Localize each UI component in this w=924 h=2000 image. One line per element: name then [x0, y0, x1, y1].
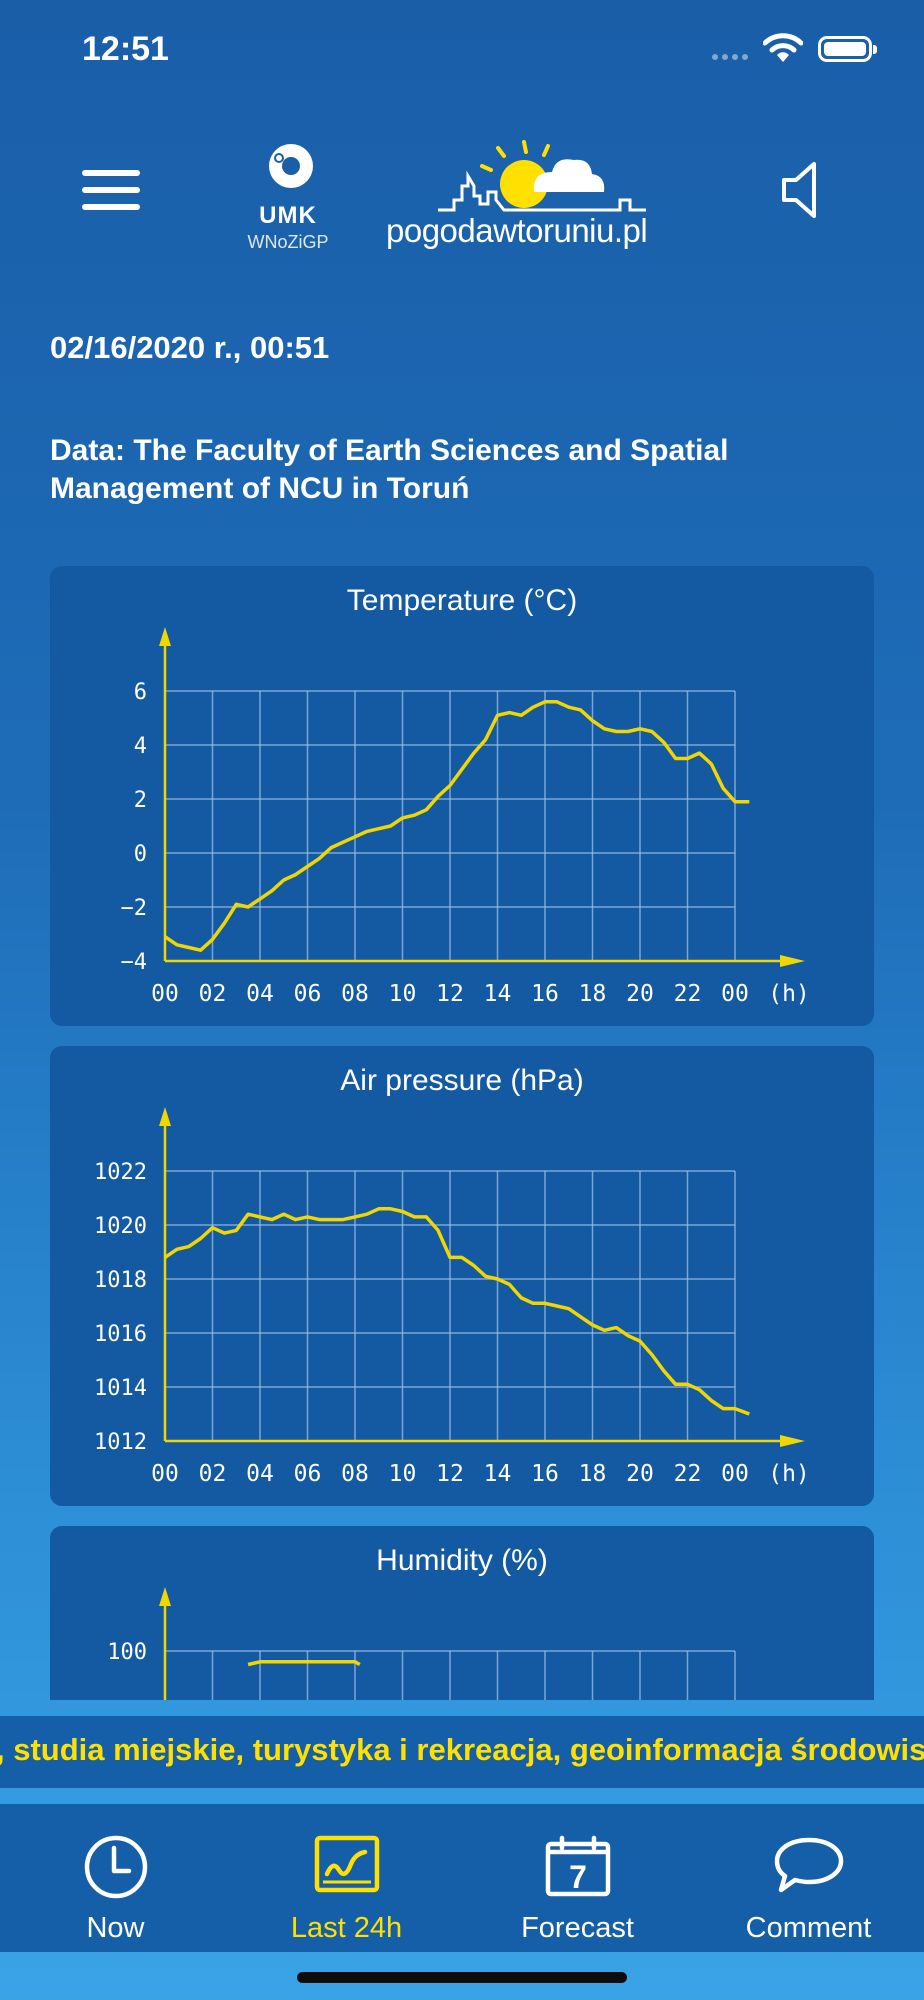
- menu-button[interactable]: [82, 170, 140, 214]
- skyline-sun-icon: [438, 140, 646, 212]
- y-axis-arrow: [159, 627, 171, 646]
- umk-logo: UMK WNoZiGP: [238, 138, 338, 253]
- speaker-icon[interactable]: [780, 160, 824, 220]
- tab-now[interactable]: Now: [0, 1804, 231, 1952]
- wifi-icon: [763, 33, 803, 62]
- x-tick-label: 02: [199, 981, 227, 1007]
- tab-forecast[interactable]: 7 Forecast: [462, 1804, 693, 1952]
- x-tick-label: 22: [674, 1461, 702, 1487]
- tab-bar: Now Last 24h 7 Forecast Comment: [0, 1804, 924, 1952]
- x-tick-label: 08: [341, 981, 369, 1007]
- x-tick-label: 14: [484, 981, 512, 1007]
- clock-icon: [84, 1835, 147, 1899]
- chart-title: Humidity (%): [376, 1544, 548, 1577]
- tab-last-24h[interactable]: Last 24h: [231, 1804, 462, 1952]
- y-tick-label: 1018: [94, 1268, 147, 1293]
- y-axis-arrow: [159, 1587, 171, 1606]
- y-tick-label: 1020: [94, 1214, 147, 1239]
- source-text: Data: The Faculty of Earth Sciences and …: [50, 434, 729, 505]
- x-tick-label: 10: [389, 1461, 417, 1487]
- news-ticker: , studia miejskie, turystyka i rekreacja…: [0, 1716, 924, 1788]
- umk-emblem-icon: [257, 138, 319, 200]
- tab-comment[interactable]: Comment: [693, 1804, 924, 1952]
- x-tick-label: 16: [531, 1461, 559, 1487]
- y-tick-label: 1014: [94, 1376, 147, 1401]
- x-tick-label: 18: [579, 1461, 607, 1487]
- tab-label: Forecast: [521, 1912, 634, 1944]
- chart-title: Air pressure (hPa): [340, 1064, 584, 1097]
- status-bar: 12:51: [0, 0, 924, 100]
- calendar-day-number: 7: [569, 1859, 587, 1895]
- x-axis-arrow: [780, 955, 805, 967]
- x-tick-label: 12: [436, 1461, 464, 1487]
- y-tick-label: 1022: [94, 1160, 147, 1185]
- chart-grid: [165, 690, 736, 961]
- x-tick-label: 06: [294, 1461, 322, 1487]
- umk-name: UMK: [259, 202, 317, 229]
- x-tick-label: 04: [246, 981, 274, 1007]
- temperature-chart-card: Temperature (°C) −4 −2 0 2 4 6 00 02 04 06 08 10 12 1…: [50, 566, 874, 1026]
- tab-label: Now: [86, 1912, 145, 1944]
- calendar-icon: 7: [545, 1835, 610, 1897]
- chart-grid: [165, 1650, 736, 1700]
- x-tick-label: 04: [246, 1461, 274, 1487]
- chart-icon: [314, 1835, 379, 1893]
- y-tick-label: 0: [134, 842, 147, 867]
- x-unit-label: (h): [768, 981, 810, 1007]
- y-tick-label: −4: [121, 950, 148, 975]
- x-tick-label: 14: [484, 1461, 512, 1487]
- battery-icon: [818, 36, 877, 62]
- x-tick-label: 20: [626, 1461, 654, 1487]
- air-pressure-chart-card: Air pressure (hPa) 1012 1014 1016 1018 1020 1…: [50, 1046, 874, 1506]
- y-tick-label: 2: [134, 788, 147, 813]
- x-tick-label: 12: [436, 981, 464, 1007]
- humidity-chart: 100: [107, 1587, 736, 1700]
- series-line: [247, 1660, 361, 1667]
- x-tick-label: 06: [294, 981, 322, 1007]
- date-text: 02/16/2020 r., 00:51: [50, 330, 330, 365]
- x-unit-label: (h): [768, 1461, 810, 1487]
- home-indicator[interactable]: [297, 1972, 627, 1983]
- x-tick-label: 16: [531, 981, 559, 1007]
- tab-label: Comment: [745, 1912, 872, 1944]
- x-tick-label: 10: [389, 981, 417, 1007]
- x-tick-label: 00: [721, 1461, 749, 1487]
- y-tick-label: −2: [121, 896, 148, 921]
- chart-title: Temperature (°C): [346, 584, 578, 617]
- x-tick-label: 18: [579, 981, 607, 1007]
- x-tick-label: 00: [721, 981, 749, 1007]
- y-tick-label: 1016: [94, 1322, 147, 1347]
- x-tick-label: 00: [151, 981, 179, 1007]
- humidity-chart-card: Humidity (%) 100: [50, 1526, 874, 1700]
- umk-subtitle: WNoZiGP: [247, 232, 329, 252]
- y-axis-arrow: [159, 1107, 171, 1126]
- series-line: [164, 1207, 750, 1416]
- ticker-text: , studia miejskie, turystyka i rekreacja…: [0, 1732, 924, 1767]
- x-axis-arrow: [780, 1435, 805, 1447]
- y-tick-label: 100: [107, 1640, 147, 1665]
- y-tick-label: 1012: [94, 1430, 147, 1455]
- speech-bubble-icon: [774, 1837, 843, 1893]
- y-tick-label: 6: [134, 680, 147, 705]
- y-tick-label: 4: [134, 734, 147, 759]
- status-time: 12:51: [82, 30, 169, 68]
- charts-scroll-area[interactable]: Temperature (°C) −4 −2 0 2 4 6 00 02 04 06 08 10 12 1…: [0, 0, 924, 1700]
- tab-label: Last 24h: [290, 1912, 403, 1944]
- brand-text: pogodawtoruniu.pl: [386, 212, 648, 249]
- series-line: [164, 700, 750, 952]
- chart-grid: [165, 1170, 736, 1441]
- x-tick-label: 08: [341, 1461, 369, 1487]
- x-tick-label: 22: [674, 981, 702, 1007]
- x-tick-label: 02: [199, 1461, 227, 1487]
- cellular-signal-icon: [712, 54, 748, 60]
- x-tick-label: 20: [626, 981, 654, 1007]
- x-tick-label: 00: [151, 1461, 179, 1487]
